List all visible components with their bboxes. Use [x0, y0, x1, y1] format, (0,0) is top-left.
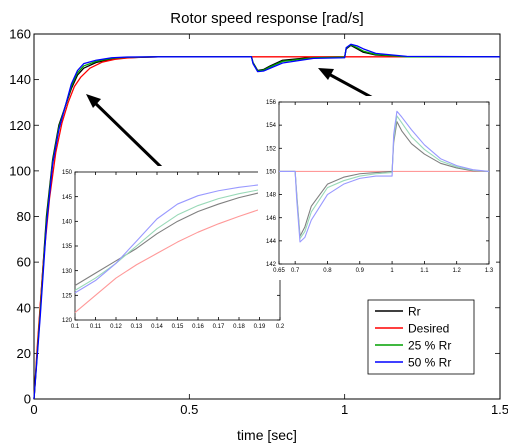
main-series-lines: [33, 43, 501, 400]
inset-rise-series-line-1: [74, 202, 281, 314]
main-y-tick-label: 0: [24, 392, 31, 407]
inset-disturbance-y-tick-label: 152: [266, 146, 277, 152]
inset-rise-x-tick-label: 0.17: [213, 324, 225, 330]
inset-rise-y-tick-label: 150: [62, 170, 73, 176]
inset-disturbance-frame: [278, 101, 490, 265]
legend-items: Rr Desired 25 % Rr 50 % Rr: [375, 305, 451, 370]
inset-rise-y-tick-label: 130: [62, 269, 73, 275]
main-y-tick-label: 140: [9, 72, 31, 87]
inset-rise-x-tick-label: 0.16: [192, 324, 204, 330]
inset-disturbance-y-tick-label: 148: [266, 193, 277, 199]
inset-disturbance-x-tick-label: 0.8: [323, 268, 332, 274]
inset-rise-y-tick-label: 145: [62, 195, 73, 201]
arrow-to-rise-region: [90, 98, 164, 170]
inset-rise-y-tick-label: 140: [62, 219, 73, 225]
inset-rise-lines: [74, 182, 281, 314]
inset-disturbance-y-tick-label: 142: [266, 262, 277, 268]
legend: Rr Desired 25 % Rr 50 % Rr: [367, 299, 475, 375]
main-axis-ticks: 0 0.5 1 1.5 0 20 40 60 80 100 120 140 160: [9, 27, 508, 417]
inset-rise-y-tick-label: 135: [62, 244, 73, 250]
inset-rise-series-line-0: [74, 188, 281, 286]
inset-rise-y-tick-label: 120: [62, 318, 73, 324]
legend-label-2: 25 % Rr: [408, 339, 451, 353]
main-y-tick-label: 100: [9, 163, 31, 178]
x-axis-label: time [sec]: [237, 427, 297, 443]
main-x-tick-label: 0: [30, 402, 37, 417]
main-x-tick-label: 1: [341, 402, 348, 417]
inset-rise-ticks: 0.1 0.11 0.12 0.13 0.14 0.15 0.16 0.17 0.18 0.19 0…: [62, 170, 285, 330]
inset-disturbance-y-tick-label: 150: [266, 170, 277, 176]
main-y-tick-label: 20: [17, 346, 31, 361]
inset-disturbance-x-tick-label: 0.65: [273, 268, 285, 274]
chart-title: Rotor speed response [rad/s]: [170, 10, 363, 27]
inset-rise-x-tick-label: 0.13: [131, 324, 143, 330]
main-y-tick-label: 80: [17, 209, 31, 224]
inset-rise-x-tick-label: 0.1: [71, 324, 80, 330]
inset-disturbance-series-line-3: [279, 110, 490, 243]
inset-rise-x-tick-label: 0.15: [172, 324, 184, 330]
inset-rise-x-tick-label: 0.19: [254, 324, 266, 330]
inset-rise-x-tick-label: 0.18: [233, 324, 245, 330]
inset-rise-series-line-2: [74, 186, 281, 291]
inset-rise-chart: 0.1 0.11 0.12 0.13 0.14 0.15 0.16 0.17 0.18 0.19 0…: [62, 166, 285, 342]
inset-disturbance-x-tick-label: 0.7: [291, 268, 300, 274]
inset-rise-x-tick-label: 0.12: [110, 324, 122, 330]
main-x-tick-label: 0.5: [180, 402, 198, 417]
inset-disturbance-series-line-1: [279, 121, 490, 237]
legend-label-0: Rr: [408, 305, 421, 319]
inset-disturbance-y-tick-label: 156: [266, 100, 277, 106]
inset-rise-x-tick-label: 0.2: [276, 324, 285, 330]
arrow-head-disturbance: [318, 68, 334, 80]
inset-disturbance-x-tick-label: 1.2: [453, 268, 462, 274]
inset-rise-x-tick-label: 0.11: [90, 324, 102, 330]
inset-disturbance-lines: [279, 110, 490, 243]
main-series-line-3: [33, 43, 501, 400]
inset-disturbance-y-tick-label: 146: [266, 216, 277, 222]
inset-rise-y-tick-label: 125: [62, 293, 73, 299]
inset-rise-frame: [74, 171, 281, 321]
inset-disturbance-x-tick-label: 1: [390, 268, 394, 274]
arrow-head-rise: [86, 94, 101, 108]
inset-disturbance-x-tick-label: 0.9: [356, 268, 365, 274]
inset-rise-x-tick-label: 0.14: [151, 324, 163, 330]
legend-label-3: 50 % Rr: [408, 356, 451, 370]
inset-disturbance-x-tick-label: 1.1: [420, 268, 429, 274]
main-y-tick-label: 60: [17, 255, 31, 270]
inset-disturbance-chart: 0.65 0.7 0.8 0.9 1 1.1 1.2 1.3 142 144 146 148 150 15…: [258, 96, 496, 280]
inset-rise-series-line-3: [74, 182, 281, 294]
main-y-tick-label: 40: [17, 300, 31, 315]
inset-disturbance-ticks: 0.65 0.7 0.8 0.9 1 1.1 1.2 1.3 142 144 146 148 150 15…: [266, 100, 494, 274]
legend-label-1: Desired: [408, 322, 449, 336]
main-y-tick-label: 160: [9, 27, 31, 42]
main-y-tick-label: 120: [9, 118, 31, 133]
inset-disturbance-x-tick-label: 1.3: [485, 268, 494, 274]
inset-disturbance-y-tick-label: 144: [266, 239, 277, 245]
main-x-tick-label: 1.5: [491, 402, 508, 417]
inset-disturbance-y-tick-label: 154: [266, 123, 277, 129]
inset-disturbance-series-line-2: [279, 115, 490, 240]
